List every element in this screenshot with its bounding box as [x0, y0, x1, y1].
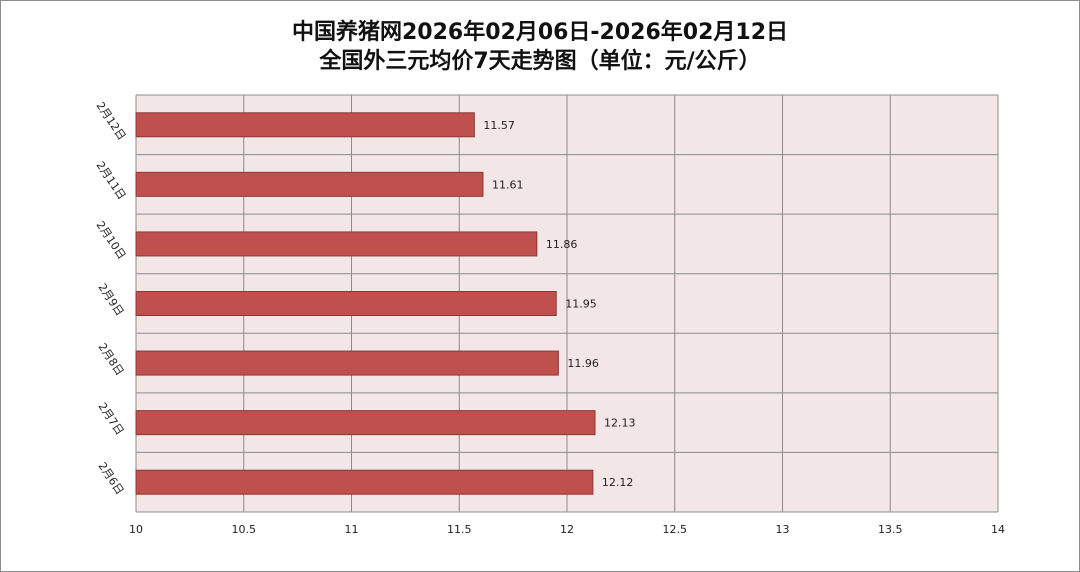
x-tick-label: 13 [776, 523, 790, 536]
bar-value-label: 11.95 [565, 298, 597, 311]
bar [135, 410, 596, 436]
x-tick-label: 10.5 [232, 523, 257, 536]
category-label: 2月10日 [93, 219, 128, 262]
chart-title-line1: 中国养猪网2026年02月06日-2026年02月12日 [291, 20, 789, 45]
x-tick-label: 12.5 [663, 523, 688, 536]
chart-title: 中国养猪网2026年02月06日-2026年02月12日 全国外三元均价7天走势… [0, 18, 1080, 76]
bar [135, 171, 484, 197]
category-label: 2月8日 [95, 341, 126, 378]
category-label: 2月6日 [95, 460, 126, 497]
bar-value-label: 12.12 [602, 476, 634, 489]
bar [135, 350, 559, 376]
x-tick-label: 11.5 [447, 523, 472, 536]
bar [135, 291, 557, 316]
x-tick-label: 12 [560, 523, 574, 536]
x-tick-label: 14 [991, 523, 1005, 536]
category-label: 2月12日 [93, 100, 128, 143]
category-label: 2月11日 [93, 159, 128, 202]
bar-value-label: 11.86 [546, 238, 578, 251]
chart-title-line2: 全国外三元均价7天走势图（单位：元/公斤） [319, 49, 761, 74]
x-tick-label: 13.5 [878, 523, 903, 536]
x-tick-label: 11 [345, 523, 359, 536]
bar-value-label: 12.13 [604, 417, 636, 430]
x-tick-label: 10 [129, 523, 143, 536]
bar [135, 469, 594, 495]
category-label: 2月9日 [95, 281, 126, 318]
bar [135, 231, 538, 257]
category-label: 2月7日 [95, 400, 126, 437]
bar [135, 112, 475, 138]
bar-value-label: 11.61 [492, 178, 523, 191]
bar-value-label: 11.96 [567, 357, 599, 370]
bar-value-label: 11.57 [483, 119, 514, 132]
